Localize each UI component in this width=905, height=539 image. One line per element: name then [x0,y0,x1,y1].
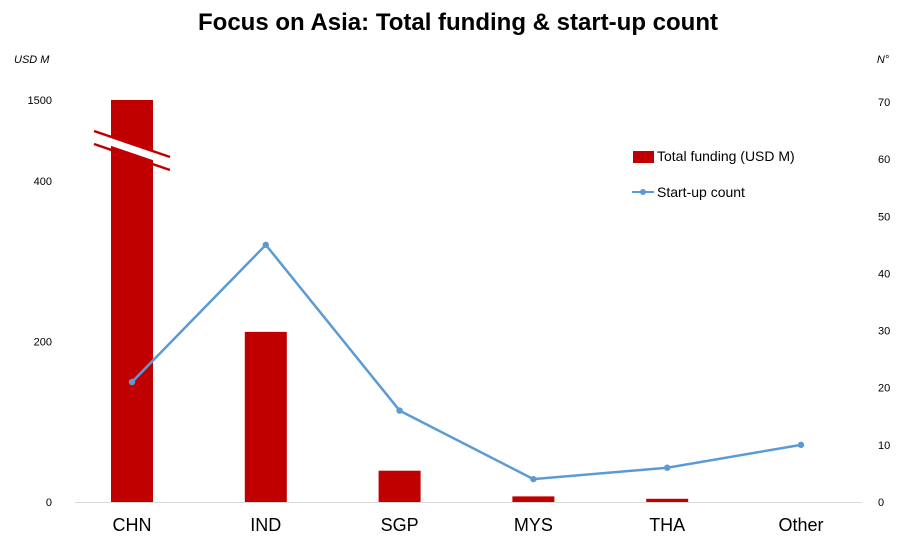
right-tick-label: 70 [878,97,890,109]
plot-area: 0 200 400 1500 0 10 20 30 40 50 60 70 CHN IND SGP MYS TH… [28,95,891,535]
axis-break-line [93,129,171,159]
right-tick-label: 20 [878,383,890,395]
bar [111,100,153,502]
startup-count-line [131,242,802,481]
legend-line-marker [640,189,646,195]
startup-count-point [797,441,805,449]
category-label: CHN [113,515,152,535]
left-tick-label: 200 [34,337,52,349]
left-tick-label: 400 [34,176,52,188]
right-tick-label: 30 [878,326,890,338]
legend: Total funding (USD M) Start-up count [632,148,795,200]
startup-count-point [664,464,671,471]
right-tick-label: 0 [878,497,884,509]
axis-break-line [93,142,171,172]
right-tick-label: 10 [878,440,890,452]
bar [646,498,689,502]
legend-line-label: Start-up count [657,184,745,200]
bar [244,331,287,502]
chart-title: Focus on Asia: Total funding & start-up … [198,9,718,36]
left-axis-unit: USD M [14,54,50,66]
right-tick-label: 40 [878,268,890,280]
left-tick-label: 0 [46,497,52,509]
bar [512,496,555,502]
startup-count-point [530,475,537,483]
legend-bar-label: Total funding (USD M) [657,148,795,164]
category-label: SGP [381,515,419,535]
category-label: THA [649,515,685,535]
left-tick-label: 1500 [28,95,52,107]
startup-count-point [262,241,269,249]
right-tick-label: 60 [878,154,890,166]
category-label: Other [778,515,823,535]
right-tick-label: 50 [878,211,890,223]
axis-break-gap [94,132,170,166]
bar [378,470,421,502]
startup-count-point [128,378,136,386]
right-axis-unit: N° [877,54,890,66]
legend-bar-swatch [633,151,654,163]
category-label: IND [250,515,281,535]
category-label: MYS [514,515,553,535]
startup-count-point [396,407,403,414]
